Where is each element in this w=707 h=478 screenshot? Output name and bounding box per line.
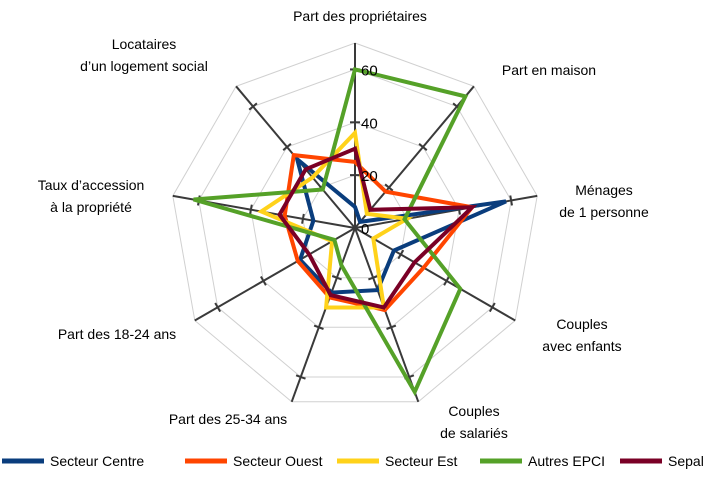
axis-label: Couples avec enfants [542, 316, 621, 354]
axis-tick-mark [331, 275, 342, 281]
axis-tick-mark [384, 183, 394, 192]
legend-label-secteur-ouest: Secteur Ouest [233, 453, 323, 469]
axis-tick-mark [368, 275, 379, 281]
axis-tick-mark [386, 324, 397, 330]
tick-label: 0 [361, 221, 369, 238]
axis-spoke [290, 227, 356, 403]
legend-label-sepal: Sepal [668, 453, 704, 469]
axis-labels: Part des propriétaires Part en maison Ména… [38, 8, 649, 441]
radar-grid [172, 42, 538, 403]
axis-label: Taux d’accession à la propriété [38, 177, 145, 215]
axis-tick-mark [214, 302, 222, 313]
tick-label: 40 [361, 115, 378, 132]
axis-tick-mark [295, 374, 306, 380]
axis-tick-mark [397, 249, 405, 260]
axis-tick-mark [248, 102, 258, 111]
series-line-secteur-est [257, 128, 414, 310]
axis-label: Locataires d’un logement social [80, 36, 208, 74]
axis-spoke [354, 194, 538, 229]
axis-spoke [194, 227, 356, 322]
series-line-autres-epci [193, 66, 469, 397]
grid-ring [302, 174, 408, 279]
axis-tick-mark [509, 195, 513, 206]
axis-label: Part des propriétaires [293, 8, 427, 24]
tick-label: 20 [361, 168, 378, 185]
axis-label: Part en maison [502, 62, 596, 78]
axis-label: Couples de salariés [440, 403, 508, 441]
grid-ring [250, 121, 460, 328]
series-line-sepal [277, 145, 478, 310]
axis-tick-mark [249, 204, 253, 215]
grid-ring [172, 42, 538, 403]
legend-label-autres-epci: Autres EPCI [528, 453, 605, 469]
axis-tick-mark [260, 276, 267, 286]
radial-ticks: 0 20 40 60 [361, 62, 378, 238]
tick-label: 60 [361, 62, 378, 79]
axis-tick-mark [488, 302, 496, 313]
axis-tick-mark [301, 213, 305, 224]
axis-label: Ménages de 1 personne [559, 182, 649, 220]
grid-ring [198, 68, 512, 378]
axis-tick-mark [282, 143, 292, 151]
axis-tick-mark [418, 143, 428, 151]
axis-label: Part des 18-24 ans [58, 326, 176, 342]
axis-spoke [354, 85, 475, 229]
legend-label-secteur-centre: Secteur Centre [50, 453, 144, 469]
axis-label: Part des 25-34 ans [169, 411, 287, 427]
axis-spoke [354, 227, 420, 403]
radar-series [193, 66, 507, 397]
axis-tick-mark [443, 276, 450, 286]
series-line-secteur-ouest [282, 152, 476, 313]
legend: Secteur Centre Secteur Ouest Secteur Est Au… [2, 453, 704, 469]
axis-tick-mark [313, 324, 324, 330]
legend-label-secteur-est: Secteur Est [385, 453, 457, 469]
axis-spoke [354, 227, 516, 322]
